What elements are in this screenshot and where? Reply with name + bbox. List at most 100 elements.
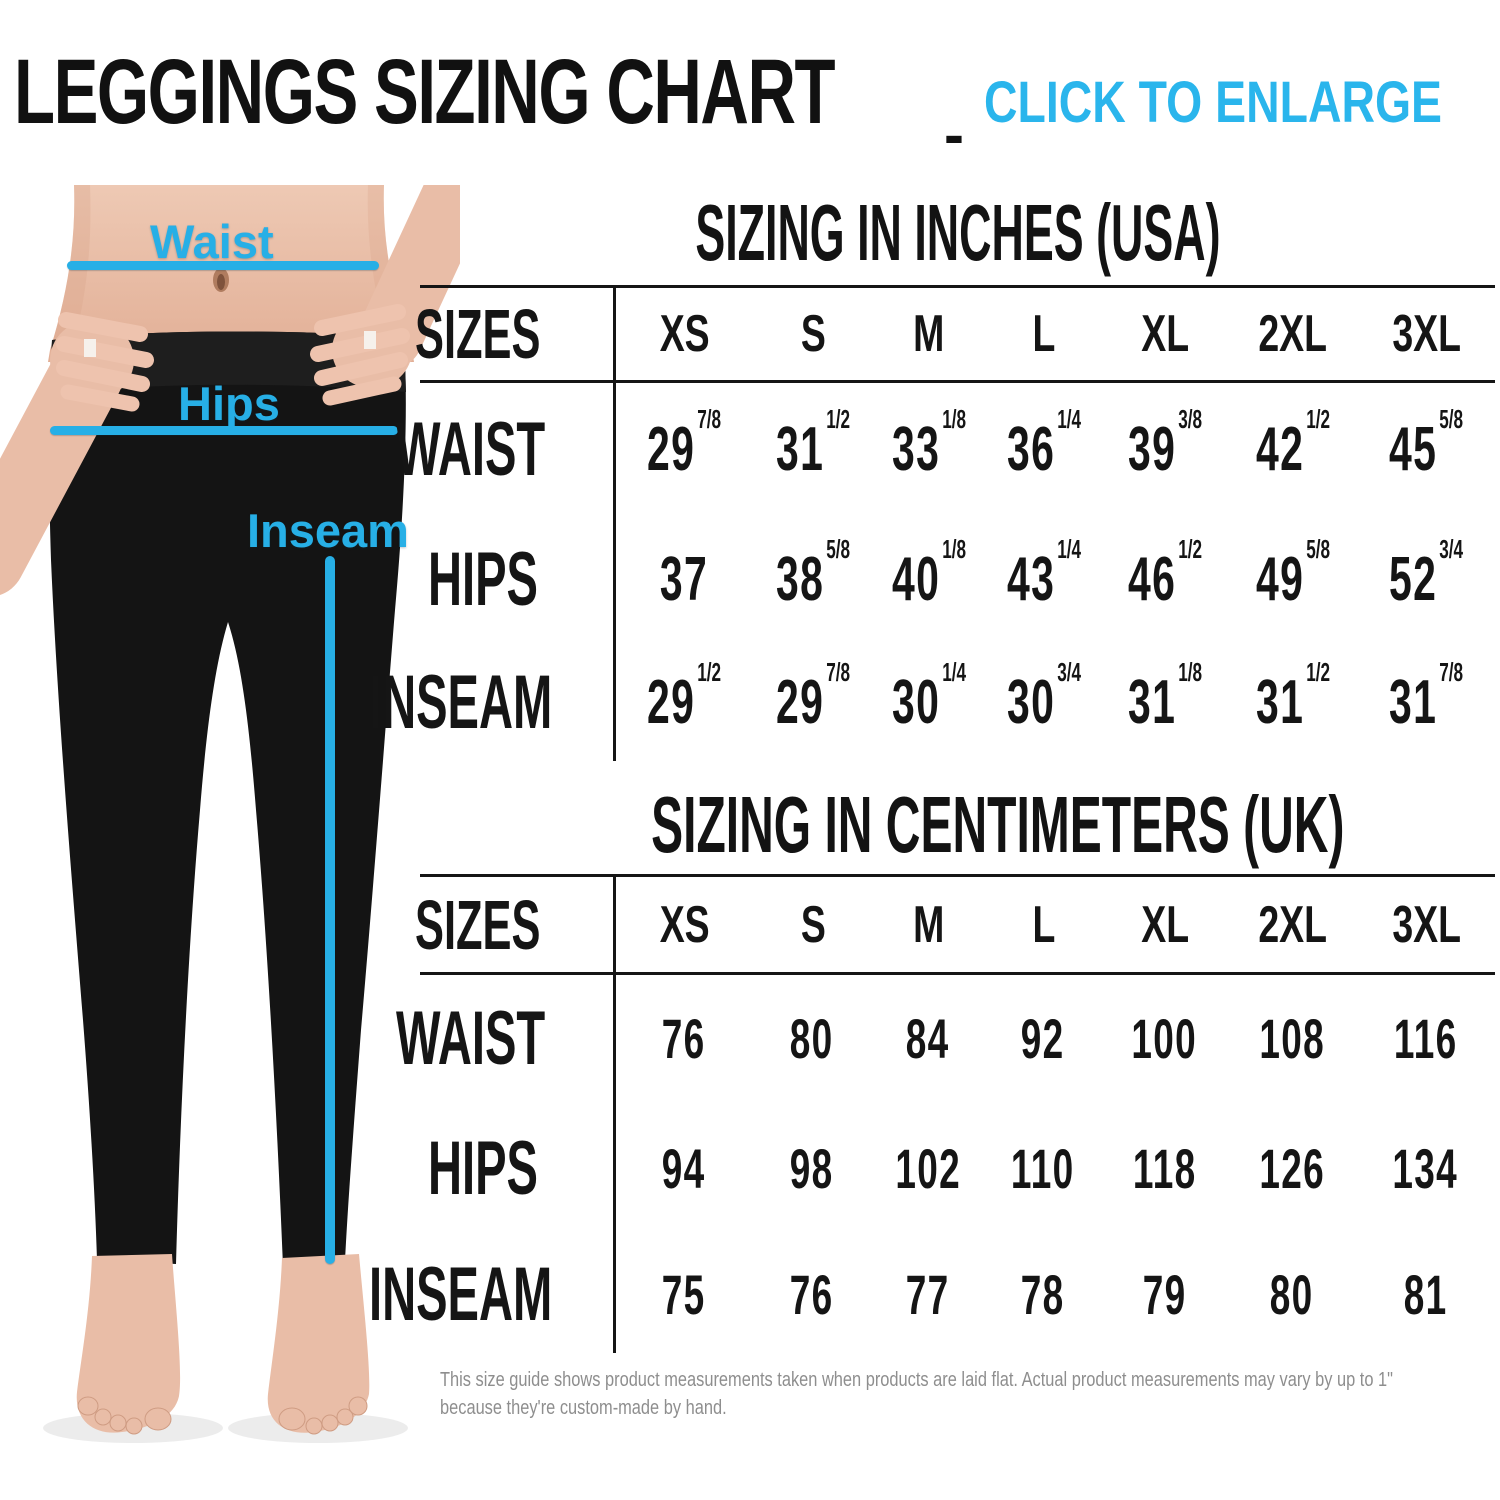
page-title-text: LEGGINGS SIZING CHART [14,41,836,143]
size-value-cell: 80 [1270,1262,1314,1326]
size-col-header-2xl: 2XL [1228,288,1358,383]
size-value-cell: 317/8 [1389,656,1464,737]
size-value-cell: 291/2 [647,656,722,737]
size-value-cell: 98 [790,1136,834,1200]
left-hand-finger [56,360,150,392]
size-value-cell: 79 [1142,1262,1187,1326]
inseam-measure-line [325,556,335,1264]
click-to-enlarge-link[interactable]: CLICK TO ENLARGE [984,72,1500,134]
title-separator: - [944,101,964,168]
size-value-cell: 401/8 [891,533,967,614]
footnote-line-1: This size guide shows product measuremen… [440,1369,1393,1391]
size-value-cell: 102 [895,1136,961,1200]
inches-table-title: SIZING IN INCHES (USA) [694,188,1221,277]
size-value-cell: 78 [1021,1262,1065,1326]
size-value-cell: 421/2 [1255,403,1331,484]
size-value-cell: 311/2 [1255,656,1331,737]
size-value-cell: 431/4 [1006,533,1082,614]
size-value-cell: 75 [661,1262,706,1326]
size-value-cell: 100 [1131,1006,1198,1070]
torso [48,185,414,362]
size-col-header-xs: XS [616,877,753,975]
size-value-cell: 118 [1132,1136,1197,1200]
size-col-header-m: M [873,288,985,383]
size-value-cell: 37 [659,544,708,614]
left-hand-finger [56,336,154,368]
left-foot-toe [109,1414,127,1432]
measure-row-label-waist: WAIST [396,975,616,1101]
size-col-header-3xl: 3XL [1358,288,1495,383]
size-value-cell: 94 [661,1136,706,1200]
size-value-cell: 126 [1259,1136,1325,1200]
size-col-header-l: L [985,288,1103,383]
torso-shade-right [367,185,412,350]
size-value-cell: 455/8 [1389,403,1464,484]
measure-row-label-waist: WAIST [396,383,616,515]
hips-measure-line [50,426,398,435]
size-col-header-m: M [873,877,985,975]
size-value-cell: 76 [661,1006,706,1070]
size-value-cell: 92 [1021,1006,1065,1070]
size-col-header-xl: XL [1103,877,1228,975]
size-value-cell: 108 [1259,1006,1325,1070]
size-value-cell: 134 [1392,1136,1459,1200]
size-col-header-l: L [985,877,1103,975]
left-foot-toe [125,1417,143,1435]
size-value-cell: 495/8 [1255,533,1331,614]
centimeters-size-table: SIZES XS S M L XL 2XL 3XL WAIST 76 80 84… [369,874,1495,1353]
footnote-line-2: because they're custom-made by hand. [440,1397,727,1419]
size-value-cell: 76 [790,1262,834,1326]
model-photo [0,185,460,1443]
click-to-enlarge-text: CLICK TO ENLARGE [984,70,1442,135]
left-foot [76,1254,181,1433]
leggings [49,331,406,1267]
size-col-header-s: S [753,288,873,383]
size-value-cell: 116 [1393,1006,1458,1070]
size-col-header-xs: XS [616,288,753,383]
size-value-cell: 461/2 [1128,533,1203,614]
left-foot-big-toe [144,1407,172,1431]
measure-row-label-inseam: INSEAM [369,643,616,761]
right-foot-toe [336,1408,354,1426]
size-col-header-3xl: 3XL [1358,877,1495,975]
size-value-cell: 311/2 [775,403,851,484]
size-col-header-2xl: 2XL [1228,877,1358,975]
left-foot-toe [94,1408,112,1426]
size-value-cell: 297/8 [647,403,722,484]
size-guide-footnote: This size guide shows product measuremen… [440,1366,1500,1422]
left-hand-finger [60,384,140,412]
left-hand-finger [58,312,148,342]
size-value-cell: 77 [906,1262,950,1326]
size-value-cell: 84 [906,1006,950,1070]
size-col-header-s: S [753,877,873,975]
right-foot-toe [348,1396,368,1416]
size-value-cell: 81 [1403,1262,1448,1326]
size-value-cell: 311/8 [1128,656,1203,737]
size-value-cell: 393/8 [1128,403,1203,484]
size-value-cell: 385/8 [775,533,851,614]
size-value-cell: 331/8 [891,403,967,484]
measure-row-label-hips: HIPS [420,515,616,643]
right-foot-toe [321,1414,339,1432]
size-value-cell: 110 [1011,1136,1075,1200]
navel-inner [217,274,225,290]
left-forearm [0,339,123,595]
size-value-cell: 297/8 [775,656,851,737]
hips-label: Hips [178,377,280,430]
measure-row-label-inseam: INSEAM [369,1235,616,1353]
size-value-cell: 80 [790,1006,834,1070]
centimeters-table-title: SIZING IN CENTIMETERS (UK) [651,780,1345,869]
inseam-label: Inseam [247,504,409,557]
waist-label: Waist [150,215,274,268]
size-value-cell: 301/4 [891,656,967,737]
right-hand-finger [314,304,406,336]
size-value-cell: 523/4 [1389,533,1464,614]
page-title: LEGGINGS SIZING CHART [14,44,1137,140]
sizes-header-label: SIZES [415,288,616,383]
size-value-cell: 303/4 [1006,656,1082,737]
sizes-header-label: SIZES [415,877,616,975]
right-hand-finger [322,376,402,406]
right-foot-toe [305,1417,323,1435]
waist-measure-line [67,261,379,270]
